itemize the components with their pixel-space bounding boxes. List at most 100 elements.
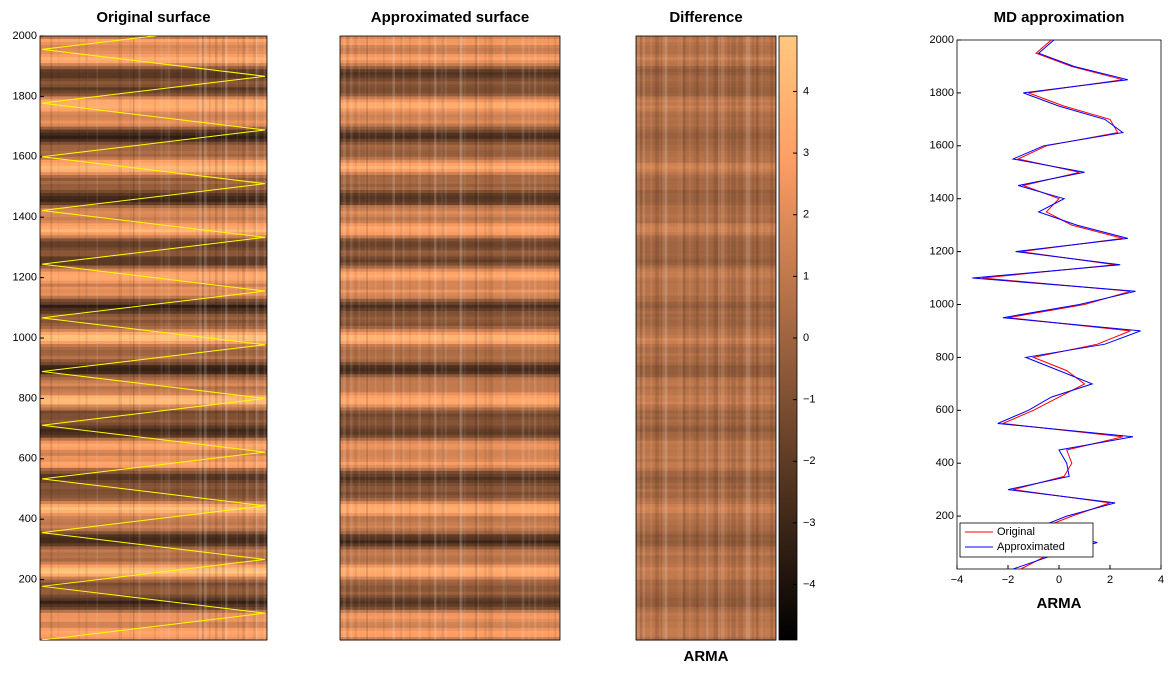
heatmap-streak xyxy=(475,36,477,640)
heatmap-streak xyxy=(464,36,466,640)
y-tick-label: 2000 xyxy=(13,30,37,42)
heatmap-streak xyxy=(223,36,224,640)
x-tick-label: −2 xyxy=(1002,574,1015,586)
heatmap-image xyxy=(340,36,560,641)
heatmap-streak xyxy=(87,36,88,640)
heatmap-streak xyxy=(542,36,543,640)
y-tick-label: 1400 xyxy=(13,211,37,223)
y-tick-label: 1200 xyxy=(930,246,954,258)
chart-title: Original surface xyxy=(96,9,210,26)
heatmap-streak xyxy=(221,36,222,640)
heatmap-streak xyxy=(664,36,667,640)
x-tick-label: 4 xyxy=(1158,574,1164,586)
heatmap-image xyxy=(40,36,267,641)
heatmap-streak xyxy=(488,36,491,640)
heatmap-streak xyxy=(198,36,200,640)
y-tick-label: 1800 xyxy=(930,87,954,99)
y-tick-label: 800 xyxy=(19,392,37,404)
legend-label: Approximated xyxy=(997,541,1065,553)
heatmap-streak xyxy=(502,36,505,640)
heatmap-streak xyxy=(409,36,411,640)
colorbar-tick-label: −3 xyxy=(803,517,816,529)
heatmap-streak xyxy=(717,36,718,640)
y-tick-label: 400 xyxy=(19,513,37,525)
heatmap-streak xyxy=(165,36,167,640)
x-tick-label: −4 xyxy=(951,574,964,586)
heatmap-streak xyxy=(215,36,218,640)
colorbar-tick-label: 4 xyxy=(803,85,809,97)
heatmap-streak xyxy=(656,36,659,640)
heatmap-streak xyxy=(728,36,730,640)
heatmap-streak xyxy=(355,36,357,640)
heatmap-streak xyxy=(678,36,680,640)
heatmap-streak xyxy=(739,36,741,640)
heatmap-streak xyxy=(168,36,170,640)
heatmap-streak xyxy=(400,36,402,640)
heatmap-streak xyxy=(696,36,699,640)
heatmap-streak xyxy=(713,36,715,640)
x-tick-label: 2 xyxy=(1107,574,1113,586)
y-tick-label: 2000 xyxy=(930,34,954,46)
colorbar-tick-label: 2 xyxy=(803,209,809,221)
heatmap-streak xyxy=(346,36,349,640)
heatmap-streak xyxy=(683,36,686,640)
x-axis-label: ARMA xyxy=(1037,595,1082,612)
heatmap-streak xyxy=(484,36,485,640)
heatmap-streak xyxy=(554,36,556,640)
heatmap-streak xyxy=(523,36,525,640)
heatmap-streak xyxy=(724,36,725,640)
heatmap-streak xyxy=(78,36,79,640)
heatmap-streak xyxy=(757,36,758,640)
colorbar-tick-label: −4 xyxy=(803,578,816,590)
heatmap-streak xyxy=(637,36,640,640)
legend-label: Original xyxy=(997,526,1035,538)
heatmap-streak xyxy=(522,36,523,640)
y-tick-label: 1600 xyxy=(13,151,37,163)
heatmap-streak xyxy=(58,36,59,640)
heatmap-streak xyxy=(118,36,120,640)
heatmap-streak xyxy=(650,36,652,640)
colorbar-tick-label: 3 xyxy=(803,147,809,159)
heatmap-streak xyxy=(428,36,430,640)
y-tick-label: 200 xyxy=(19,574,37,586)
y-tick-label: 1000 xyxy=(13,332,37,344)
x-axis-label: ARMA xyxy=(684,648,729,665)
heatmap-streak xyxy=(662,36,664,640)
heatmap-streak xyxy=(375,36,377,640)
heatmap-streak xyxy=(704,36,705,640)
heatmap-streak xyxy=(359,36,361,640)
heatmap-streak xyxy=(195,36,197,640)
heatmap-streak xyxy=(478,36,479,640)
y-tick-label: 1200 xyxy=(13,272,37,284)
heatmap-streak xyxy=(491,36,493,640)
y-tick-label: 1800 xyxy=(13,90,37,102)
heatmap-streak xyxy=(534,36,536,640)
heatmap-streak xyxy=(350,36,352,640)
heatmap-streak xyxy=(368,36,370,640)
heatmap-streak xyxy=(133,36,134,640)
heatmap-streak xyxy=(485,36,486,640)
heatmap-streak xyxy=(445,36,447,640)
heatmap-streak xyxy=(154,36,155,640)
heatmap-streak xyxy=(694,36,696,640)
colorbar-tick-label: −1 xyxy=(803,394,816,406)
y-tick-label: 1600 xyxy=(930,140,954,152)
heatmap-streak xyxy=(528,36,530,640)
heatmap-streak xyxy=(129,36,130,640)
y-tick-label: 600 xyxy=(936,404,954,416)
heatmap-streak xyxy=(255,36,256,640)
heatmap-streak xyxy=(418,36,421,640)
heatmap-streak xyxy=(202,36,203,640)
heatmap-streak xyxy=(746,36,749,640)
heatmap-streak xyxy=(96,36,97,640)
y-tick-label: 200 xyxy=(936,510,954,522)
heatmap-streak xyxy=(459,36,462,640)
x-tick-label: 0 xyxy=(1056,574,1062,586)
heatmap-streak xyxy=(640,36,642,640)
heatmap-streak xyxy=(139,36,141,640)
heatmap-streak xyxy=(441,36,444,640)
heatmap-image xyxy=(636,36,776,641)
heatmap-streak xyxy=(548,36,549,640)
heatmap-streak xyxy=(748,36,749,640)
colorbar-tick-label: 0 xyxy=(803,332,809,344)
